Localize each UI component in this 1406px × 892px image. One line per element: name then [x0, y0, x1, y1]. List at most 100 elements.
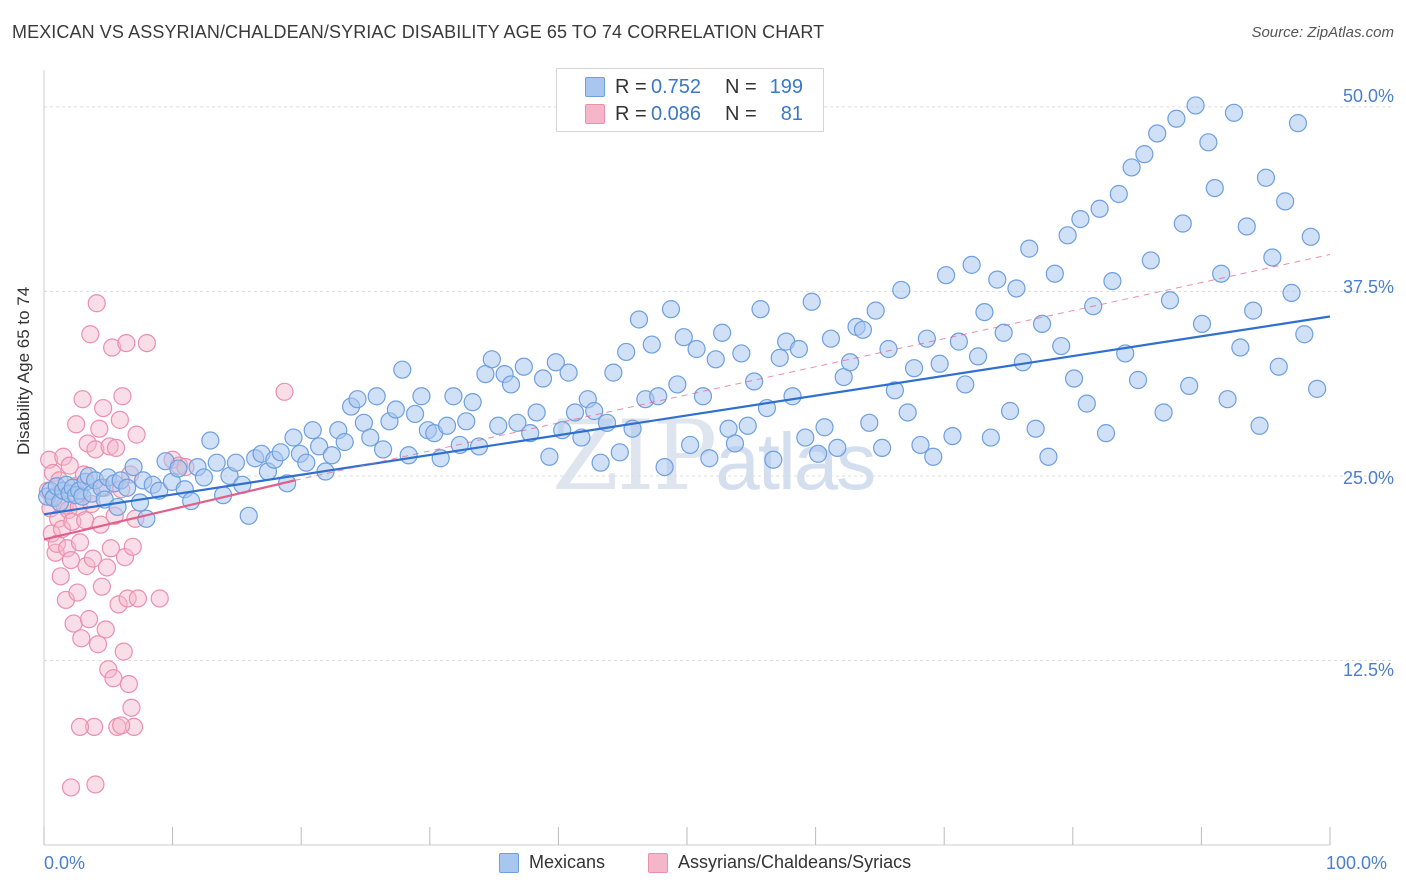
mexicans-point [949, 332, 968, 351]
mexicans-point [898, 403, 917, 422]
mexicans-point [1026, 419, 1045, 438]
assyrians-point [88, 635, 108, 654]
mexicans-point [668, 375, 687, 394]
mexicans-point [1295, 325, 1314, 344]
y-tick-label: 25.0% [1342, 468, 1394, 488]
mexicans-point [457, 412, 476, 431]
legend-item-assyrians[interactable]: Assyrians/Chaldeans/Syriacs [648, 852, 911, 873]
assyrians-point [123, 537, 142, 556]
mexicans-point [674, 328, 693, 347]
mexicans-point [1064, 369, 1084, 388]
legend-item-mexicans[interactable]: Mexicans [499, 852, 605, 873]
mexicans-point [751, 300, 770, 319]
mexicans-point [1122, 158, 1141, 177]
mexicans-point [169, 459, 188, 478]
legend-r-label: R = [615, 102, 647, 125]
assyrians-trend-line [43, 479, 296, 541]
mexicans-point [373, 440, 393, 459]
assyrians-point [103, 338, 122, 357]
assyrians-point [128, 589, 147, 608]
mexicans-point [841, 353, 860, 372]
mexicans-point [226, 453, 246, 472]
mexicans-point [943, 426, 962, 446]
mexicans-point [194, 468, 214, 487]
mexicans-point [521, 424, 540, 443]
assyrians-point [79, 610, 99, 629]
mexicans-point [501, 375, 521, 394]
mexicans-point [1103, 271, 1122, 291]
mexicans-point [968, 347, 988, 366]
mexicans-point [988, 270, 1007, 289]
assyrians-point [51, 567, 70, 586]
legend-r-value: 0.086 [651, 102, 702, 125]
mexicans-point [732, 344, 751, 363]
mexicans-point [796, 428, 815, 447]
mexicans-point [713, 323, 732, 342]
assyrians-point [118, 589, 137, 608]
mexicans-point [437, 416, 457, 435]
mexicans-point [1096, 424, 1116, 443]
mexicans-point [738, 416, 757, 435]
mexicans-point [956, 375, 975, 394]
legend-n-value: 81 [780, 102, 803, 125]
mexicans-point [1077, 394, 1096, 413]
mexicans-point [303, 421, 322, 440]
legend-r-label: R = [615, 75, 647, 98]
mexicans-point [1173, 214, 1192, 233]
assyrians-point [275, 382, 294, 401]
mexicans-point [936, 266, 956, 285]
mexicans-point [1020, 239, 1039, 258]
assyrians-point [72, 629, 91, 648]
mexicans-point [860, 413, 879, 432]
mexicans-point [239, 506, 258, 525]
series-legend: Mexicans Assyrians/Chaldeans/Syriacs [0, 852, 1406, 878]
assyrians-point [77, 556, 96, 576]
assyrians-point [112, 716, 131, 735]
mexicans-point [892, 280, 911, 300]
mexicans-point [540, 447, 559, 466]
mexicans-point [604, 363, 623, 382]
axes [43, 70, 1331, 846]
mexicans-point [1039, 447, 1058, 466]
mexicans-point [1109, 184, 1128, 204]
mexicans-point [130, 493, 150, 512]
legend-swatch-assyrians [648, 852, 668, 873]
legend-swatch-assyrians [585, 104, 605, 124]
mexicans-point [412, 387, 431, 406]
mexicans-point [463, 393, 482, 412]
mexicans-point [610, 443, 629, 462]
mexicans-point [1244, 301, 1263, 320]
assyrians-point [127, 425, 146, 444]
mexicans-point [1250, 416, 1269, 435]
mexicans-point [911, 435, 930, 455]
assyrians-point [96, 620, 115, 639]
assyrians-point [85, 717, 104, 737]
legend-r-value: 0.752 [651, 75, 702, 98]
mexicans-point [585, 401, 604, 421]
mexicans-point [1071, 209, 1090, 229]
legend-n-label: N = [725, 102, 757, 125]
mexicans-point [1237, 217, 1256, 236]
mexicans-point [725, 434, 745, 453]
mexicans-point [1301, 227, 1320, 246]
mexicans-point [1154, 403, 1173, 422]
mexicans-point [559, 363, 578, 382]
assyrians-point [99, 660, 118, 679]
mexicans-point [1148, 124, 1167, 143]
mexicans-point [1128, 370, 1148, 390]
mexicans-point [1263, 248, 1282, 267]
mexicans-point [809, 444, 828, 463]
assyrians-point [87, 294, 106, 313]
assyrians-point [110, 410, 129, 429]
assyrians-point [61, 550, 81, 570]
assyrians-trend-extension [294, 254, 1331, 481]
mexicans-point [1052, 336, 1071, 356]
mexicans-point [348, 390, 367, 409]
mexicans-point [1058, 226, 1077, 245]
mexicans-point [508, 413, 527, 432]
mexicans-point [565, 403, 585, 422]
mexicans-point [745, 372, 764, 391]
mexicans-point [789, 339, 809, 359]
mexicans-point [770, 348, 789, 367]
mexicans-point [399, 446, 418, 465]
